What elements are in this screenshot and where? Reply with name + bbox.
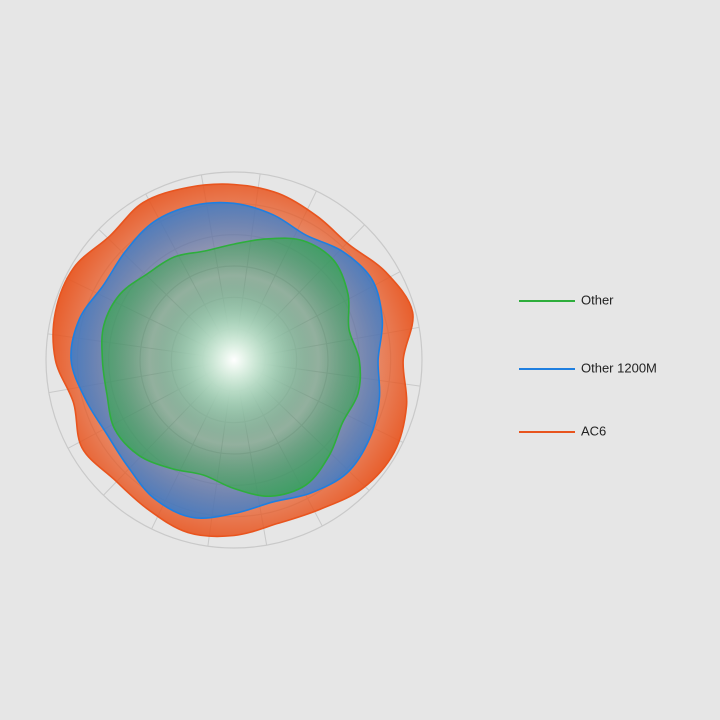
legend-label: AC6 [581, 423, 606, 438]
series-shapes [52, 183, 414, 538]
legend: Other Other 1200M AC6 [519, 292, 657, 438]
legend-label: Other 1200M [581, 360, 657, 375]
grid-ring [45, 171, 423, 549]
legend-label: Other [581, 292, 614, 307]
series-area [101, 237, 362, 498]
